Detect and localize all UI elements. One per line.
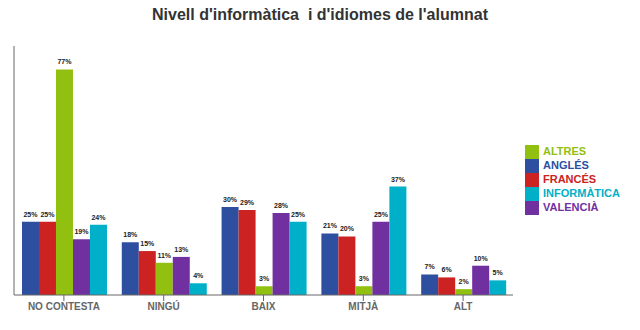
svg-text:21%: 21% (323, 222, 338, 229)
svg-text:13%: 13% (174, 246, 189, 253)
svg-text:3%: 3% (359, 275, 370, 282)
svg-text:29%: 29% (240, 199, 255, 206)
svg-text:18%: 18% (123, 231, 138, 238)
svg-text:37%: 37% (391, 176, 406, 183)
svg-text:6%: 6% (442, 266, 453, 273)
svg-text:25%: 25% (23, 211, 38, 218)
svg-text:24%: 24% (91, 214, 106, 221)
svg-text:3%: 3% (259, 275, 270, 282)
svg-text:30%: 30% (223, 196, 238, 203)
svg-text:ALT: ALT (454, 301, 473, 312)
html-text:ALTRES: ALTRES (543, 144, 587, 157)
svg-text:25%: 25% (374, 211, 389, 218)
svg-text:NO CONTESTA: NO CONTESTA (28, 301, 100, 312)
svg-text:15%: 15% (140, 240, 155, 247)
svg-text:28%: 28% (274, 202, 289, 209)
svg-text:2%: 2% (459, 278, 470, 285)
svg-text:10%: 10% (474, 255, 489, 262)
svg-text:20%: 20% (340, 225, 355, 232)
svg-text:NINGÚ: NINGÚ (148, 300, 180, 312)
svg-text:7%: 7% (425, 263, 436, 270)
html-text:FRANCÉS: FRANCÉS (543, 173, 597, 185)
html-text:VALENCIÀ: VALENCIÀ (543, 201, 599, 214)
svg-text:25%: 25% (40, 211, 55, 218)
html-text:Nivell d'informàtica i d'idiom: Nivell d'informàtica i d'idiomes de l'al… (152, 6, 488, 23)
svg-text:19%: 19% (74, 228, 89, 235)
svg-text:77%: 77% (57, 58, 72, 65)
svg-text:25%: 25% (291, 211, 306, 218)
html-text:INFORMÀTICA: INFORMÀTICA (543, 187, 620, 199)
svg-text:11%: 11% (157, 252, 171, 259)
svg-text:5%: 5% (493, 269, 504, 276)
svg-text:MITJÀ: MITJÀ (348, 300, 378, 312)
svg-text:BAIX: BAIX (252, 301, 276, 312)
svg-text:4%: 4% (193, 272, 204, 279)
html-text:ANGLÉS: ANGLÉS (543, 158, 589, 171)
